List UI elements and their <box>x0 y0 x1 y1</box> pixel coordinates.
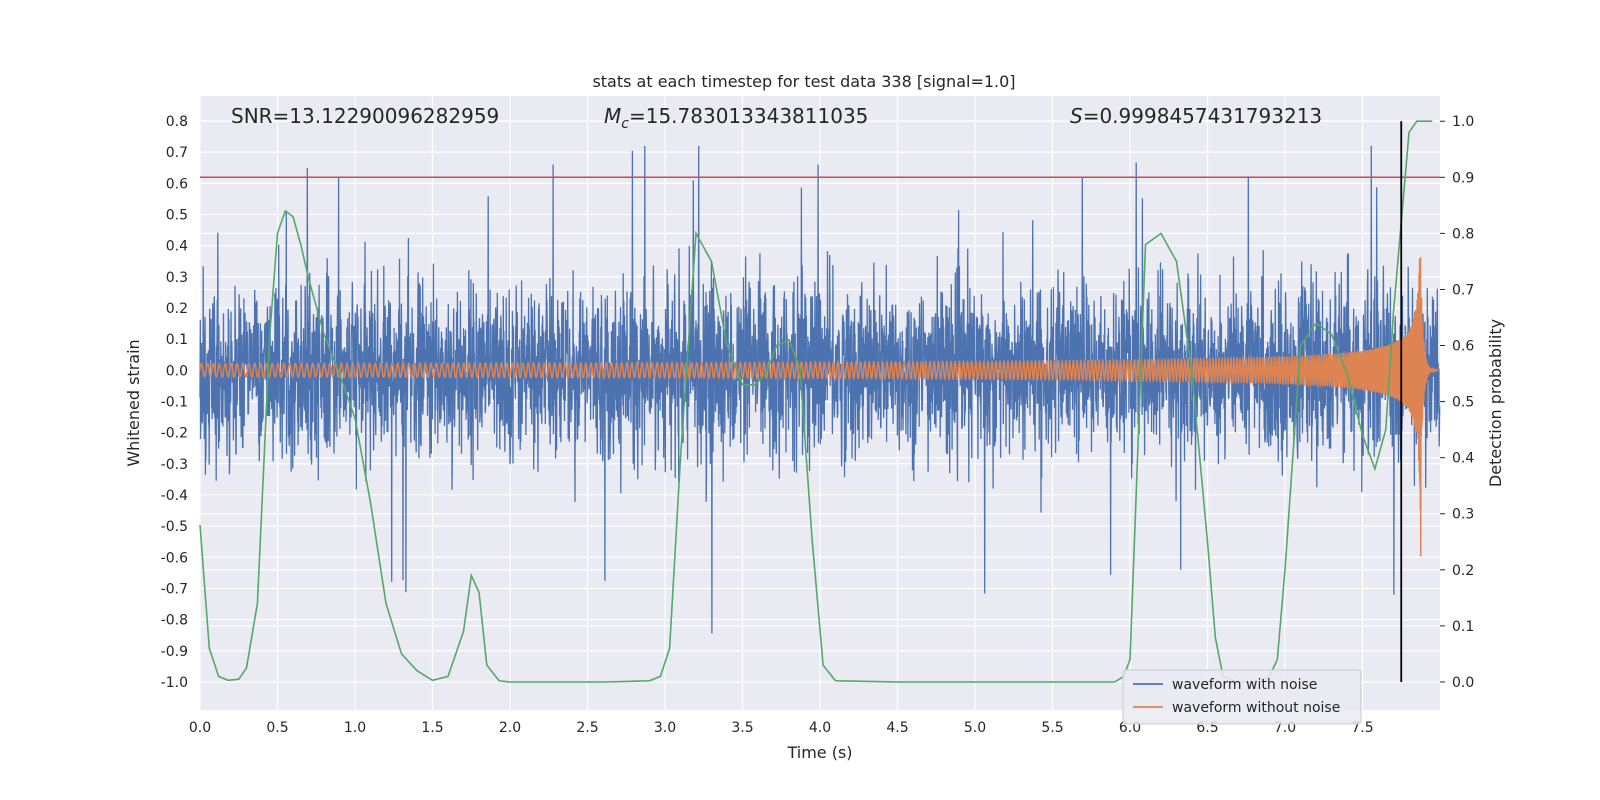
y-right-tick-label: 0.3 <box>1452 507 1474 523</box>
y-axis-right-ticks: 1.0 0.9 0.8 0.7 0.6 0.5 0.4 0.3 0.2 0.1 0.0 <box>1440 114 1474 691</box>
y-tick-label: 0.3 <box>166 270 188 286</box>
y-right-tick-label: 0.9 <box>1452 170 1474 186</box>
y-tick-label: 0.4 <box>166 239 188 255</box>
y-tick-label: 0.1 <box>166 332 188 348</box>
y-tick-label: -0.5 <box>161 519 188 535</box>
y-right-tick-label: 0.6 <box>1452 339 1474 355</box>
snr-annotation: SNR=13.12290096282959 <box>231 104 499 128</box>
chirp-mass-annotation: Mc=15.783013343811035 <box>604 104 868 132</box>
clean-waveform-path <box>199 257 1441 557</box>
y-right-tick-label: 0.7 <box>1452 282 1474 298</box>
legend: waveform with noise waveform without noi… <box>1122 669 1362 725</box>
y-tick-label: 0.0 <box>166 363 188 379</box>
x-tick-label: 2.5 <box>576 720 598 736</box>
y-right-tick-label: 0.1 <box>1452 619 1474 635</box>
x-tick-label: 3.5 <box>731 720 753 736</box>
series-detection-probability <box>199 120 1433 683</box>
detection-probability-path <box>199 120 1433 683</box>
y-axis-ticks: 0.8 0.7 0.6 0.5 0.4 0.3 0.2 0.1 0.0 -0.1 -0.2 -0.3 -… <box>161 114 188 691</box>
y-axis-right-label: Detection probability <box>1486 319 1505 487</box>
x-tick-label: 0.0 <box>189 720 211 736</box>
y-tick-label: -0.3 <box>161 457 188 473</box>
y-tick-label: 0.6 <box>166 176 188 192</box>
x-tick-label: 1.5 <box>421 720 443 736</box>
legend-label-noise: waveform with noise <box>1172 677 1317 693</box>
y-right-tick-label: 0.8 <box>1452 226 1474 242</box>
chart-title: stats at each timestep for test data 338… <box>592 72 1015 91</box>
y-right-tick-label: 0.2 <box>1452 563 1474 579</box>
x-tick-label: 1.0 <box>344 720 366 736</box>
y-tick-label: 0.5 <box>166 207 188 223</box>
series-waveform-without-noise <box>199 257 1441 557</box>
x-axis-label: Time (s) <box>786 743 852 762</box>
x-tick-label: 2.0 <box>499 720 521 736</box>
y-tick-label: -0.1 <box>161 394 188 410</box>
y-tick-label: 0.7 <box>166 145 188 161</box>
y-tick-label: -0.7 <box>161 581 188 597</box>
y-tick-label: 0.8 <box>166 114 188 130</box>
y-axis-label: Whitened strain <box>124 339 143 466</box>
y-tick-label: -1.0 <box>161 675 188 691</box>
y-right-tick-label: 0.4 <box>1452 451 1474 467</box>
y-tick-label: -0.9 <box>161 644 188 660</box>
y-tick-label: 0.2 <box>166 301 188 317</box>
y-right-tick-label: 0.0 <box>1452 675 1474 691</box>
y-tick-label: -0.4 <box>161 488 188 504</box>
x-tick-label: 5.5 <box>1041 720 1063 736</box>
legend-box <box>1122 669 1362 725</box>
legend-label-clean: waveform without noise <box>1172 700 1340 716</box>
y-tick-label: -0.6 <box>161 550 188 566</box>
score-annotation: S=0.9998457431793213 <box>1070 104 1322 128</box>
y-tick-label: -0.8 <box>161 613 188 629</box>
y-tick-label: -0.2 <box>161 426 188 442</box>
x-tick-label: 4.0 <box>809 720 831 736</box>
x-tick-label: 5.0 <box>964 720 986 736</box>
x-tick-label: 3.0 <box>654 720 676 736</box>
x-tick-label: 0.5 <box>266 720 288 736</box>
y-right-tick-label: 1.0 <box>1452 114 1474 130</box>
x-tick-label: 4.5 <box>886 720 908 736</box>
y-right-tick-label: 0.5 <box>1452 395 1474 411</box>
